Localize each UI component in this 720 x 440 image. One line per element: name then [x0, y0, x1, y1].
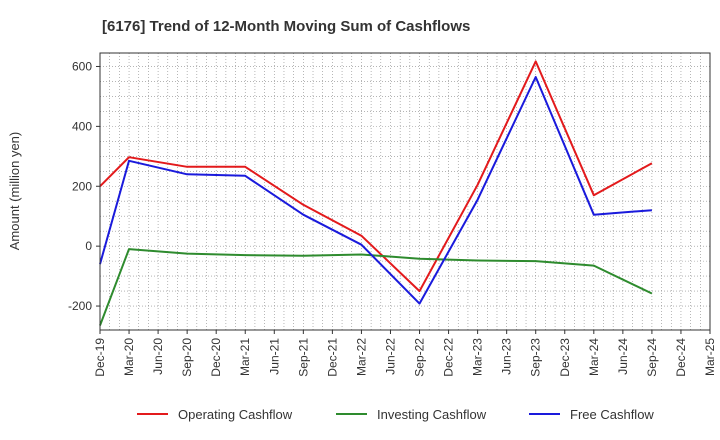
x-axis-ticks: Dec-19 Mar-20 Jun-20 Sep-20 Dec-20 Mar-21 Jun-…: [93, 330, 717, 377]
x-tick-label: Sep-22: [413, 338, 427, 377]
x-tick-label: Sep-21: [296, 338, 310, 377]
series-line-2: [99, 76, 652, 305]
y-axis-label: Amount (million yen): [7, 132, 22, 251]
y-tick-label: -200: [68, 299, 92, 313]
y-tick-label: 200: [72, 179, 92, 193]
y-axis-ticks: -200 0 200 400 600: [68, 59, 100, 313]
x-tick-label: Mar-23: [471, 338, 485, 376]
series-line-0: [99, 60, 653, 293]
x-tick-label: Dec-21: [325, 338, 339, 377]
x-tick-label: Sep-23: [529, 338, 543, 377]
x-tick-label: Jun-22: [383, 338, 397, 375]
x-tick-label: Jun-24: [616, 338, 630, 375]
legend-label: Operating Cashflow: [178, 407, 293, 422]
y-tick-label: 600: [72, 59, 92, 73]
x-tick-label: Dec-22: [442, 338, 456, 377]
plot-frame: [99, 52, 711, 331]
x-tick-label: Mar-21: [238, 338, 252, 376]
x-tick-label: Dec-24: [674, 338, 688, 377]
series-line-1: [99, 248, 653, 326]
x-tick-label: Jun-21: [267, 338, 281, 375]
x-tick-label: Jun-23: [500, 338, 514, 375]
x-tick-label: Jun-20: [151, 338, 165, 375]
x-tick-label: Dec-23: [558, 338, 572, 377]
grid: [99, 53, 711, 330]
legend-label: Free Cashflow: [570, 407, 654, 422]
chart-title: [6176] Trend of 12-Month Moving Sum of C…: [102, 18, 470, 35]
x-tick-label: Mar-24: [587, 338, 601, 376]
series-lines: [99, 60, 653, 326]
x-tick-label: Mar-25: [703, 338, 717, 376]
legend-label: Investing Cashflow: [377, 407, 487, 422]
x-tick-label: Sep-24: [645, 338, 659, 377]
x-tick-label: Mar-20: [122, 338, 136, 376]
x-tick-label: Dec-19: [93, 338, 107, 377]
x-tick-label: Dec-20: [209, 338, 223, 377]
y-tick-label: 400: [72, 119, 92, 133]
x-tick-label: Mar-22: [354, 338, 368, 376]
legend: Operating Cashflow Investing Cashflow Free…: [137, 407, 654, 422]
y-tick-label: 0: [85, 239, 92, 253]
x-tick-label: Sep-20: [180, 338, 194, 377]
